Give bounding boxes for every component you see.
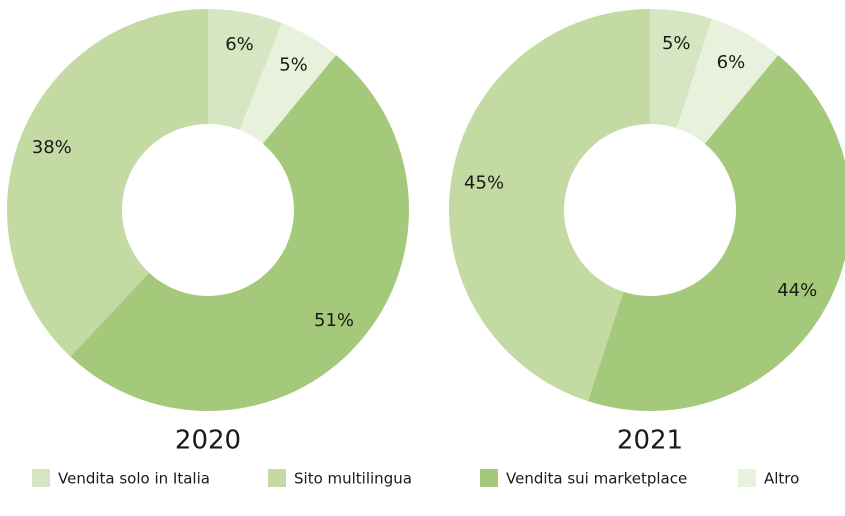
slice-label: 44% (777, 280, 817, 301)
donut-slice (449, 9, 650, 402)
legend-label: Vendita sui marketplace (506, 470, 687, 488)
slice-label: 45% (464, 173, 504, 194)
donut-slice (650, 9, 713, 129)
legend-swatch (480, 469, 498, 487)
legend-label: Altro (764, 470, 799, 488)
slice-label: 6% (717, 52, 746, 73)
chart-title: 2021 (617, 426, 683, 456)
donut-slice (208, 9, 282, 131)
legend-swatch (268, 469, 286, 487)
donut-slice (676, 18, 779, 144)
legend-label: Sito multilingua (294, 470, 412, 488)
donut-slice (70, 55, 410, 412)
chart-title: 2020 (175, 426, 241, 456)
slice-label: 38% (32, 137, 72, 158)
legend-label: Vendita solo in Italia (58, 470, 210, 488)
donut-slice (239, 23, 337, 144)
donut-slice (6, 9, 208, 357)
slice-label: 51% (314, 310, 354, 331)
slice-label: 5% (662, 33, 691, 54)
slice-label: 5% (279, 54, 308, 75)
legend-swatch (32, 469, 50, 487)
donut-slice (587, 55, 845, 411)
legend-swatch (738, 469, 756, 487)
slice-label: 6% (225, 34, 254, 55)
